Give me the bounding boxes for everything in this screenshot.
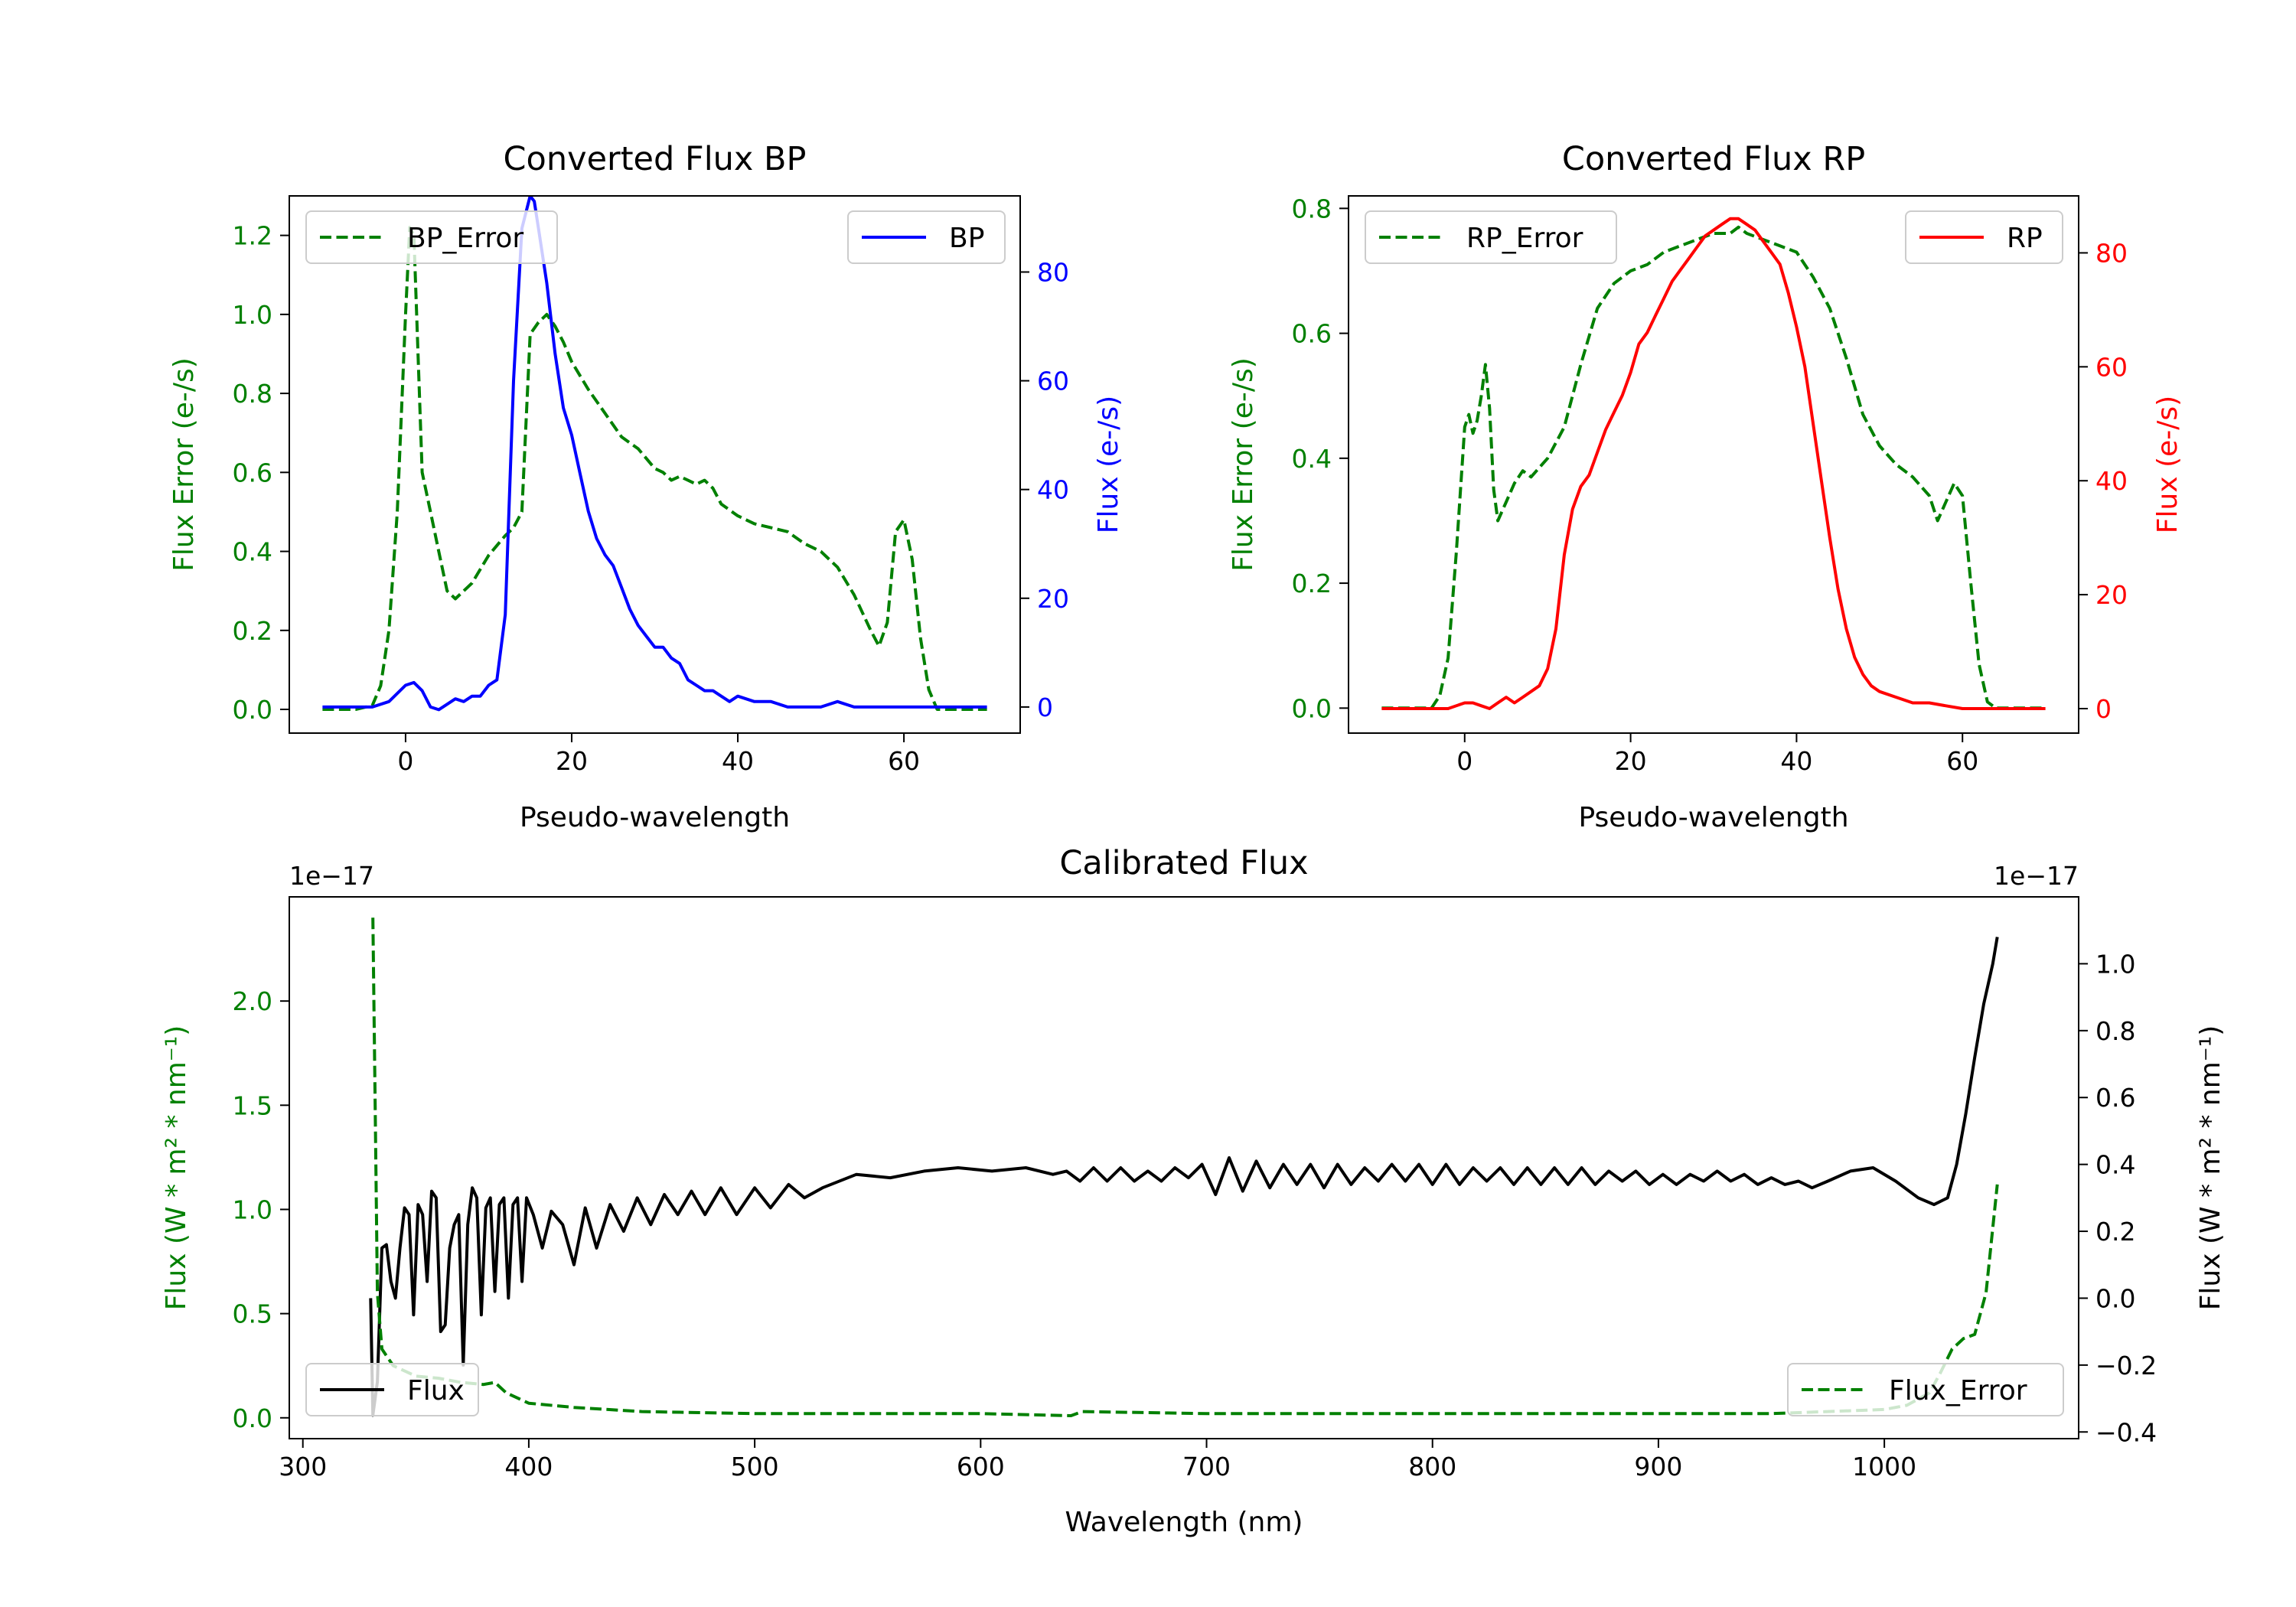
y-right-tick-label: 40 [1037,475,1069,505]
x-tick-label: 1000 [1852,1452,1916,1482]
y-left-tick-label: 0.5 [233,1299,272,1329]
y-left-tick-label: 0.2 [1292,569,1332,598]
legend-right: Flux_Error [1787,1363,2064,1416]
y-left-tick-label: 0.0 [233,695,272,725]
legend-left: RP_Error [1365,210,1617,264]
y-left-tick-label: 0.6 [233,458,272,487]
legend-frame [305,210,558,264]
x-axis-label: Pseudo-wavelength [520,802,790,833]
y-left-tick-label: 1.0 [233,300,272,330]
y-right-tick-label: 40 [2095,466,2128,496]
y-right-tick-label: −0.2 [2095,1351,2157,1380]
x-tick-label: 40 [1780,746,1812,776]
y-right-tick-label: 80 [2095,238,2128,268]
series-line-rp [1381,217,2046,710]
y-right-offset-label: 1e−17 [1994,861,2079,891]
y-right-tick-label: 0.2 [2095,1217,2135,1247]
legend-right: RP [1905,210,2063,264]
x-tick-label: 0 [397,746,413,776]
legend-label: RP [2007,223,2043,254]
y-right-axis-label: Flux (W * m² * nm⁻¹) [2195,1025,2226,1311]
plot-title: Converted Flux RP [1562,140,1865,178]
x-tick-label: 60 [1946,746,1978,776]
x-tick-label: 900 [1634,1452,1682,1482]
axes-frame [289,195,1021,734]
y-left-tick-label: 0.0 [1292,693,1332,723]
x-tick-label: 500 [731,1452,779,1482]
y-right-tick-label: 0.4 [2095,1150,2135,1180]
y-left-tick-label: 1.5 [233,1090,272,1120]
x-tick-label: 800 [1408,1452,1456,1482]
y-right-tick-label: 60 [1037,367,1069,396]
y-right-axis-label: Flux (e-/s) [2152,396,2183,533]
legend-label: RP_Error [1466,223,1583,254]
y-right-tick-label: 20 [2095,580,2128,610]
x-tick-label: 40 [722,746,754,776]
x-tick-label: 700 [1182,1452,1231,1482]
y-left-tick-label: 0.2 [233,616,272,646]
legend-frame [1365,210,1617,264]
legend-label: Flux_Error [1889,1375,2027,1407]
y-right-tick-label: 0 [1037,693,1053,722]
y-left-axis-label: Flux (W * m² * nm⁻¹) [161,1025,192,1311]
legend-left: BP_Error [305,210,558,264]
x-tick-label: 20 [1615,746,1647,776]
y-left-tick-label: 0.4 [233,537,272,567]
axes-frame [1348,195,2079,734]
chart-rp: 0 20 40 60 0.0 0.2 0.4 0.6 0.8 0 20 40 60 80 Converted… [1228,140,2183,833]
y-right-tick-label: 0.8 [2095,1016,2135,1046]
y-right-tick-label: 0.6 [2095,1083,2135,1113]
y-left-axis-label: Flux Error (e-/s) [1228,357,1259,572]
x-tick-label: 600 [957,1452,1005,1482]
series-line-flux [369,937,1999,1417]
x-tick-label: 300 [279,1452,327,1482]
y-right-tick-label: 0 [2095,694,2112,724]
x-axis-label: Wavelength (nm) [1065,1507,1303,1538]
x-tick-label: 20 [556,746,588,776]
y-left-tick-label: 0.6 [1292,319,1332,349]
legend-frame [305,1363,479,1416]
y-left-tick-label: 0.0 [233,1403,272,1433]
legend-label: Flux [407,1375,465,1407]
legend-right: BP [847,210,1006,264]
y-right-tick-label: 80 [1037,257,1069,287]
y-right-tick-label: 0.0 [2095,1283,2135,1313]
chart-calibrated: 300 400 500 600 700 800 900 1000 0.0 0.5 1.0 1.5 2.0… [161,844,2226,1538]
legend-frame [1787,1363,2064,1416]
axes-frame [289,896,2079,1439]
legend-left: Flux [305,1363,479,1416]
y-left-tick-label: 2.0 [233,986,272,1016]
y-left-tick-label: 1.2 [233,221,272,251]
legend-frame [1905,210,2063,264]
x-axis-label: Pseudo-wavelength [1578,802,1848,833]
x-tick-label: 60 [888,746,920,776]
series-line-rp-error [1381,225,2046,710]
y-left-offset-label: 1e−17 [289,861,374,891]
y-left-tick-label: 1.0 [233,1195,272,1224]
y-left-tick-label: 0.8 [233,379,272,409]
y-right-tick-label: 1.0 [2095,949,2135,979]
x-tick-label: 400 [504,1452,553,1482]
x-tick-label: 0 [1456,746,1473,776]
plot-title: Calibrated Flux [1059,844,1308,882]
y-left-tick-label: 0.4 [1292,444,1332,474]
series-line-bp-error [322,226,987,711]
y-right-tick-label: −0.4 [2095,1417,2157,1447]
y-left-axis-label: Flux Error (e-/s) [168,357,200,572]
legend-label: BP [949,223,984,254]
y-left-tick-label: 0.8 [1292,194,1332,223]
legend-frame [847,210,1006,264]
y-right-tick-label: 60 [2095,352,2128,382]
y-right-axis-label: Flux (e-/s) [1093,396,1124,533]
legend-label: BP_Error [407,223,523,254]
series-line-bp [322,196,987,712]
chart-bp: 0 20 40 60 0.0 0.2 0.4 0.6 0.8 1.0 1.2 0 20 40 60 80 Con… [168,140,1124,833]
y-right-tick-label: 20 [1037,584,1069,614]
plot-title: Converted Flux BP [504,140,807,178]
